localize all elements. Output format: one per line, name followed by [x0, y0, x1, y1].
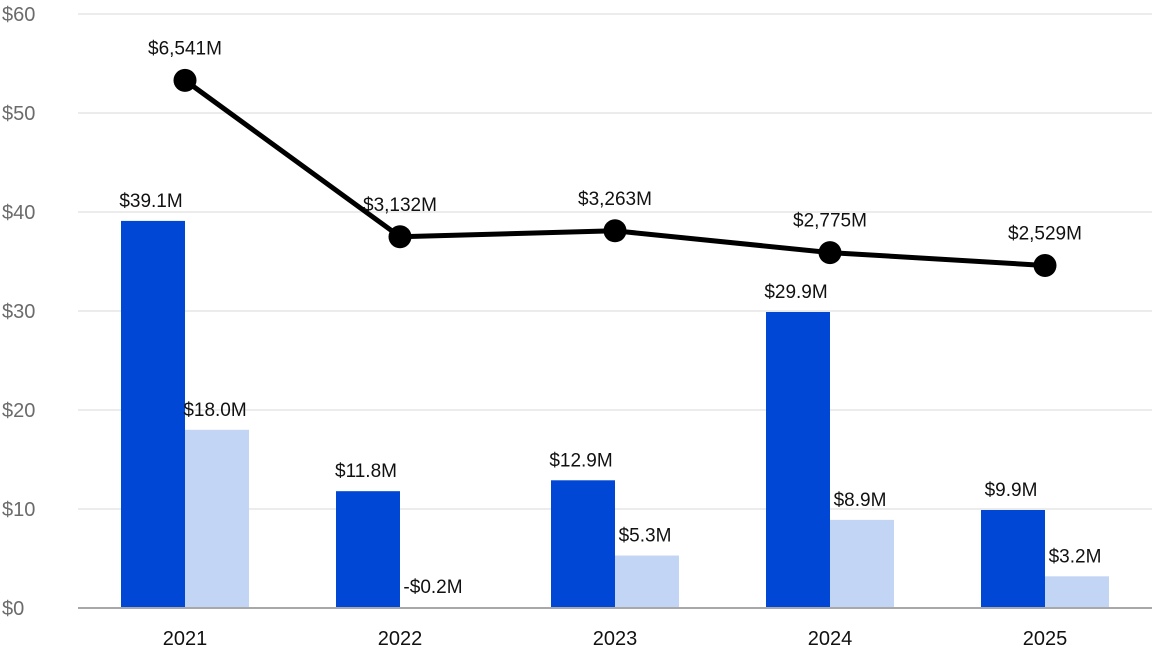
bar-series2-2021: [185, 429, 249, 608]
x-tick-label: 2023: [593, 628, 638, 650]
y-tick-label: $30: [2, 301, 35, 323]
line-data-label: $2,775M: [793, 211, 867, 232]
bar-data-label: $3.2M: [1049, 546, 1102, 567]
line-layer: [173, 68, 1057, 277]
line-data-label: $3,263M: [578, 189, 652, 210]
line-data-label: $3,132M: [363, 195, 437, 216]
bar-data-label: $18.0M: [183, 400, 246, 421]
line-point-2025: [1033, 253, 1057, 277]
x-tick-label: 2021: [163, 628, 208, 650]
y-tick-label: $20: [2, 400, 35, 422]
bar-data-label: $11.8M: [335, 461, 397, 482]
y-tick-label: $10: [2, 499, 35, 521]
line-point-2021: [173, 68, 197, 92]
line-point-2022: [388, 225, 412, 249]
y-tick-label: $0: [2, 598, 24, 620]
bar-layer: [121, 220, 1109, 608]
x-tick-label: 2024: [808, 628, 853, 650]
bar-data-label: $8.9M: [834, 490, 887, 511]
bar-series1-2024: [766, 311, 830, 608]
bar-data-label: -$0.2M: [403, 577, 462, 598]
bar-data-label: $5.3M: [619, 526, 672, 547]
x-tick-label: 2022: [378, 628, 423, 650]
bar-series1-2021: [121, 220, 185, 608]
line-point-2023: [603, 219, 627, 243]
bar-data-label: $29.9M: [764, 282, 827, 303]
line-point-2024: [818, 241, 842, 265]
line-data-label: $2,529M: [1008, 223, 1082, 244]
bar-series2-2025: [1045, 576, 1109, 608]
axis-layer: $0 $10 $20 $30 $40 $50 $60 2021 2022 2023 2024 2025: [2, 4, 1152, 650]
y-tick-label: $40: [2, 202, 35, 224]
x-tick-label: 2025: [1023, 628, 1068, 650]
label-layer: $39.1M $11.8M $12.9M $29.9M $9.9M $18.0M -$0.2…: [119, 38, 1101, 598]
bar-series1-2022: [336, 491, 400, 608]
bar-series2-2024: [830, 519, 894, 608]
bar-data-label: $9.9M: [985, 480, 1038, 501]
bar-data-label: $12.9M: [549, 450, 612, 471]
bar-series1-2023: [551, 480, 615, 608]
bar-series2-2023: [615, 555, 679, 608]
grid-layer: [78, 13, 1152, 510]
bar-series1-2025: [981, 509, 1045, 608]
y-tick-label: $60: [2, 4, 35, 26]
y-tick-label: $50: [2, 103, 35, 125]
line-data-label: $6,541M: [148, 38, 222, 59]
bar-data-label: $39.1M: [119, 191, 182, 212]
